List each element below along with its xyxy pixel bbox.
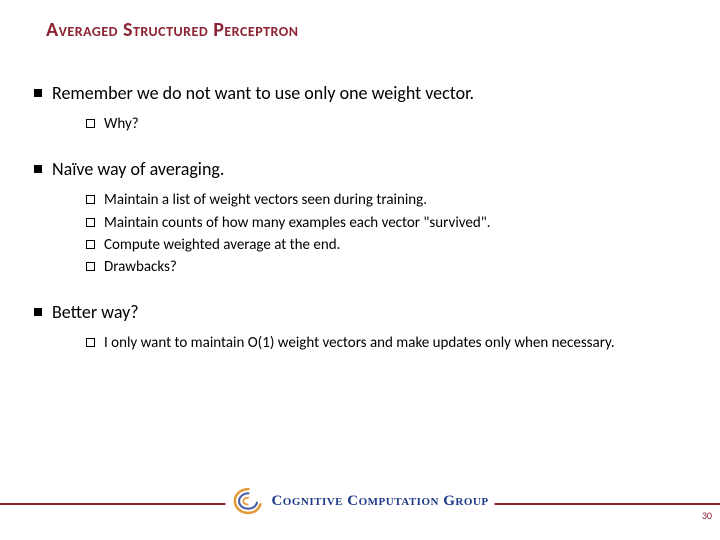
sub-list: Maintain a list of weight vectors seen d… bbox=[52, 190, 692, 277]
page-number: 30 bbox=[702, 509, 712, 522]
footer-logo: Cognitive Computation Group bbox=[225, 486, 494, 516]
bullet-text: Better way? bbox=[52, 301, 139, 323]
sub-list: Why? bbox=[52, 114, 692, 134]
bullet-item: Better way? I only want to maintain O(1)… bbox=[28, 301, 692, 353]
sub-item: Maintain a list of weight vectors seen d… bbox=[82, 190, 692, 210]
sub-item: I only want to maintain O(1) weight vect… bbox=[82, 333, 692, 353]
sub-item: Why? bbox=[82, 114, 692, 134]
sub-item: Compute weighted average at the end. bbox=[82, 235, 692, 255]
bullet-item: Remember we do not want to use only one … bbox=[28, 82, 692, 134]
bullet-item: Naïve way of averaging. Maintain a list … bbox=[28, 158, 692, 277]
slide-title: Averaged Structured Perceptron bbox=[46, 18, 692, 42]
sub-item: Maintain counts of how many examples eac… bbox=[82, 213, 692, 233]
footer: Cognitive Computation Group 30 bbox=[0, 486, 720, 526]
bullet-text: Remember we do not want to use only one … bbox=[52, 82, 474, 104]
slide: Averaged Structured Perceptron Remember … bbox=[0, 0, 720, 540]
bullet-list: Remember we do not want to use only one … bbox=[28, 82, 692, 354]
swirl-icon bbox=[231, 486, 265, 516]
sub-list: I only want to maintain O(1) weight vect… bbox=[52, 333, 692, 353]
footer-group-name: Cognitive Computation Group bbox=[271, 493, 488, 510]
sub-item: Drawbacks? bbox=[82, 257, 692, 277]
bullet-text: Naïve way of averaging. bbox=[52, 158, 224, 180]
